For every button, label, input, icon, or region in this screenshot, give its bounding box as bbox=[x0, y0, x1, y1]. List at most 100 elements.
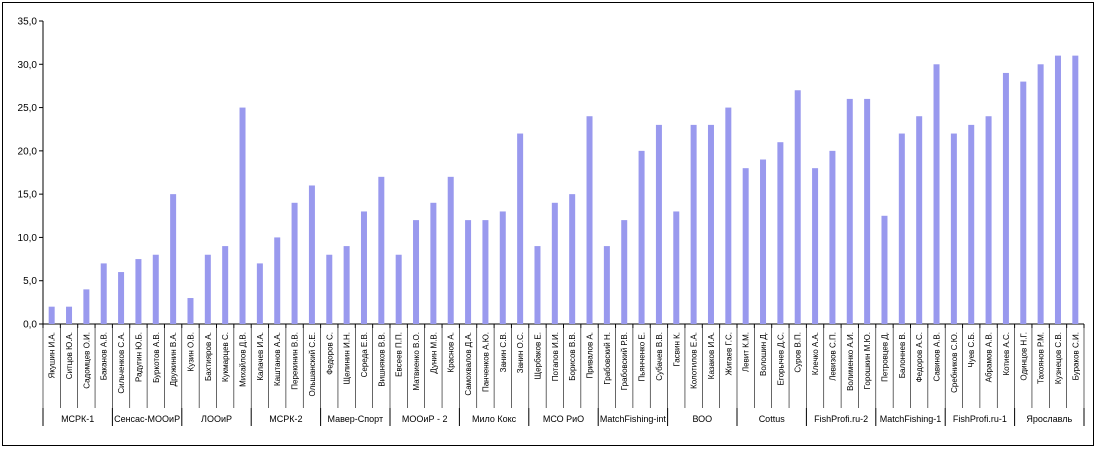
category-label: Суров В.П. bbox=[794, 332, 803, 373]
category-label: Панченков А.Ю. bbox=[481, 332, 490, 392]
category-label: Якушин И.А. bbox=[48, 332, 57, 378]
bar bbox=[950, 133, 957, 324]
bar bbox=[725, 107, 732, 324]
bar bbox=[569, 194, 576, 324]
group-label: МСРК-2 bbox=[269, 414, 302, 424]
category-label: Баканов А.В. bbox=[100, 332, 109, 380]
bar bbox=[707, 124, 714, 324]
bar bbox=[308, 185, 315, 324]
category-label: Горошкин М.Ю. bbox=[863, 332, 872, 389]
category-label: Федоров С. bbox=[325, 332, 334, 375]
category-label: Середа Е.В. bbox=[360, 332, 369, 377]
group-label: MatchFishing-1 bbox=[880, 414, 942, 424]
bar bbox=[638, 150, 645, 324]
category-label: Матвиенко В.О. bbox=[412, 332, 421, 391]
y-tick-label: 15,0 bbox=[18, 190, 38, 201]
group-label: FishProfi.ru-2 bbox=[814, 414, 868, 424]
bar bbox=[204, 254, 211, 324]
bar bbox=[985, 116, 992, 324]
category-label: Михайлов Д.В. bbox=[239, 332, 248, 387]
category-label: Грабовский Р.В. bbox=[620, 332, 629, 390]
category-label: Перекинин В.В. bbox=[291, 332, 300, 390]
bar bbox=[274, 237, 281, 324]
bar bbox=[1002, 72, 1009, 324]
bar bbox=[673, 211, 680, 324]
bar bbox=[413, 220, 420, 324]
group-label: МООиР - 2 bbox=[402, 414, 448, 424]
category-label: Казаков И.А. bbox=[707, 332, 716, 379]
category-label: Потапов И.И. bbox=[551, 332, 560, 381]
bar bbox=[742, 168, 749, 324]
bar bbox=[83, 289, 90, 324]
y-tick-label: 25,0 bbox=[18, 103, 38, 114]
y-tick-label: 30,0 bbox=[18, 60, 38, 71]
bar bbox=[655, 124, 662, 324]
bar bbox=[118, 272, 125, 324]
category-label: Тахоянов Р.М. bbox=[1037, 332, 1046, 384]
category-label: Субачев В.В. bbox=[655, 332, 664, 381]
bar bbox=[187, 298, 194, 324]
bar bbox=[968, 124, 975, 324]
group-label: МСРК-1 bbox=[61, 414, 94, 424]
bar bbox=[343, 246, 350, 324]
category-label: Кузнецов С.В. bbox=[1054, 332, 1063, 384]
bar bbox=[916, 116, 923, 324]
category-label: Буркотов А.В. bbox=[152, 332, 161, 383]
group-label: FishProfi.ru-1 bbox=[953, 414, 1007, 424]
group-label: Мавер-Спорт bbox=[327, 414, 383, 424]
bar bbox=[465, 220, 472, 324]
category-label: Жигаев Г.С. bbox=[724, 332, 733, 376]
category-label: Бураков С.И. bbox=[1071, 332, 1080, 380]
y-tick-label: 35,0 bbox=[18, 17, 38, 28]
y-tick-label: 5,0 bbox=[23, 276, 37, 287]
category-label: Вишняков В.В. bbox=[377, 332, 386, 387]
group-label: ВОО bbox=[692, 414, 712, 424]
bar bbox=[395, 254, 402, 324]
bar bbox=[534, 246, 541, 324]
bar bbox=[881, 215, 888, 324]
category-label: Бахтияров А. bbox=[204, 332, 213, 381]
category-label: Абрамов А.В. bbox=[985, 332, 994, 382]
category-label: Дунин М.В. bbox=[429, 332, 438, 374]
category-label: Краснов А. bbox=[447, 332, 456, 372]
bar bbox=[1054, 55, 1061, 324]
bar bbox=[222, 246, 229, 324]
category-label: Калачев И.А. bbox=[256, 332, 265, 381]
category-label: Каштанов А.А. bbox=[273, 332, 282, 386]
category-label: Сильченков С.А. bbox=[117, 332, 126, 394]
bar bbox=[291, 202, 298, 324]
category-label: Ситцов Ю.А. bbox=[65, 332, 74, 379]
category-label: Клечко А.А. bbox=[811, 332, 820, 375]
category-label: Занин О.С. bbox=[516, 332, 525, 373]
category-label: Савинов А.В. bbox=[933, 332, 942, 382]
bar bbox=[933, 64, 940, 325]
category-label: Ольшанский С.Е. bbox=[308, 332, 317, 396]
bar bbox=[846, 98, 853, 325]
category-label: Волименко А.И. bbox=[846, 332, 855, 391]
group-label: MatchFishing-int bbox=[600, 414, 667, 424]
category-label: Одинцов Н.Г. bbox=[1019, 332, 1028, 381]
y-tick-label: 0,0 bbox=[23, 320, 37, 331]
bar bbox=[48, 306, 55, 324]
bar bbox=[864, 98, 871, 325]
bar bbox=[326, 254, 333, 324]
bar bbox=[256, 263, 263, 324]
bar bbox=[100, 263, 107, 324]
bar bbox=[482, 220, 489, 324]
bar bbox=[621, 220, 628, 324]
bar bbox=[794, 90, 801, 324]
category-label: Щербаков Е. bbox=[533, 332, 542, 379]
category-label: Колотилов Е.А. bbox=[690, 332, 699, 389]
y-tick-label: 10,0 bbox=[18, 233, 38, 244]
category-label: Евсеев П.П. bbox=[395, 332, 404, 377]
bar bbox=[378, 176, 385, 324]
category-label: Борисов В.В. bbox=[568, 332, 577, 381]
bar bbox=[152, 254, 159, 324]
bar bbox=[66, 306, 73, 324]
category-label: Дружинин В.А. bbox=[169, 332, 178, 386]
bar bbox=[430, 202, 437, 324]
bar bbox=[447, 176, 454, 324]
bar bbox=[586, 116, 593, 324]
bar bbox=[603, 246, 610, 324]
